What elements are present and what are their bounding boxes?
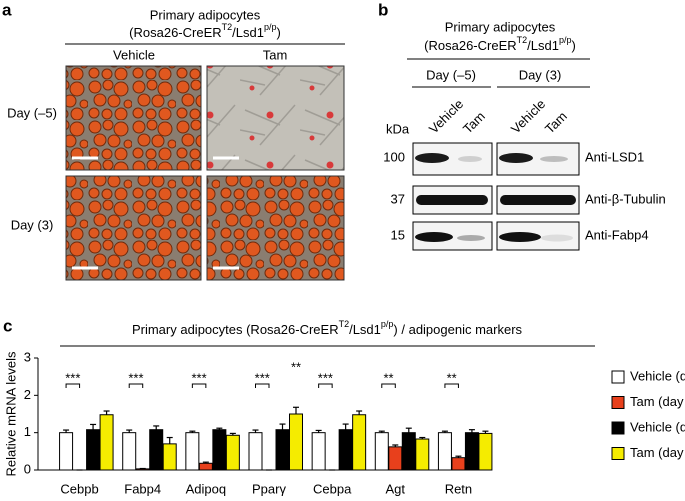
panel-label: c xyxy=(3,316,12,335)
bar xyxy=(352,414,367,471)
bar xyxy=(135,468,150,471)
bar xyxy=(198,462,213,471)
bar xyxy=(338,429,353,471)
marker-label: 15 xyxy=(391,227,405,242)
bar xyxy=(86,429,101,471)
significance-bracket xyxy=(65,383,81,388)
y-tick-label: 3 xyxy=(24,349,31,364)
x-tick-label: Cebpb xyxy=(60,481,98,496)
bar xyxy=(185,432,200,471)
legend-label: Vehicle (day –5) xyxy=(630,368,685,383)
bar xyxy=(59,432,74,471)
column-label: Vehicle xyxy=(113,47,155,62)
bar xyxy=(478,432,493,471)
marker-label: 100 xyxy=(383,149,405,164)
significance-label: *** xyxy=(65,370,80,385)
group-label: Day (3) xyxy=(519,67,562,82)
bar xyxy=(289,413,303,471)
bar xyxy=(212,429,227,471)
x-tick-label: Agt xyxy=(386,481,406,496)
marker-label: 37 xyxy=(391,191,405,206)
legend-swatch xyxy=(611,370,625,384)
row-label: Day (3) xyxy=(11,217,54,232)
legend-swatch xyxy=(611,447,625,460)
bar xyxy=(451,457,466,471)
micrograph xyxy=(65,175,202,281)
legend-label: Vehicle (day 3) xyxy=(630,419,685,434)
bar xyxy=(225,434,240,471)
significance-bracket xyxy=(444,383,459,388)
significance-bracket xyxy=(381,383,396,388)
micrograph xyxy=(206,65,345,171)
x-tick-label: Pparγ xyxy=(252,481,286,496)
row-label: Day (–5) xyxy=(7,105,57,120)
x-tick-label: Retn xyxy=(445,481,472,496)
chart-title: Primary adipocytes (Rosa26-CreERT2/Lsd1p… xyxy=(132,319,523,337)
bar xyxy=(275,429,290,471)
bar xyxy=(311,432,326,471)
bar xyxy=(437,432,452,471)
significance-bracket xyxy=(128,383,144,388)
antibody-label: Anti-β-Tubulin xyxy=(585,191,666,206)
significance-label: *** xyxy=(318,370,333,385)
y-tick-label: 2 xyxy=(24,387,31,402)
x-tick-label: Cebpa xyxy=(313,481,352,496)
legend-label: Tam (day –5) xyxy=(630,394,685,409)
significance-label: ** xyxy=(447,370,457,385)
bar xyxy=(162,443,177,471)
bar xyxy=(99,414,114,471)
significance-bracket xyxy=(191,383,207,388)
bar xyxy=(374,432,389,471)
panel-label: a xyxy=(2,0,12,19)
significance-label: *** xyxy=(255,370,270,385)
bar xyxy=(464,432,479,471)
scale-bars xyxy=(72,156,239,270)
bar xyxy=(122,432,137,471)
lane-label: Tam xyxy=(460,109,488,137)
x-tick-label: Fabp4 xyxy=(124,481,161,496)
panel-title: Primary adipocytes xyxy=(445,19,556,34)
lane-label: Vehicle xyxy=(426,96,466,136)
significance-bracket xyxy=(318,383,333,388)
y-axis-label: Relative mRNA levels xyxy=(3,351,18,476)
y-tick-label: 0 xyxy=(24,461,31,476)
bar xyxy=(415,438,430,471)
column-label: Tam xyxy=(263,47,288,62)
antibody-label: Anti-LSD1 xyxy=(585,149,644,164)
y-tick-label: 1 xyxy=(24,424,31,439)
bar xyxy=(248,432,263,471)
lane-label: Tam xyxy=(542,109,570,137)
legend-label: Tam (day 3) xyxy=(630,445,685,460)
bar xyxy=(149,429,164,471)
blot xyxy=(412,142,580,251)
panel-title: Primary adipocytes xyxy=(150,7,261,22)
micrograph xyxy=(206,175,345,281)
significance-label: *** xyxy=(128,370,143,385)
micrograph xyxy=(65,65,202,171)
legend-swatch xyxy=(611,421,625,435)
bar xyxy=(401,432,416,471)
x-tick-label: Adipoq xyxy=(186,481,226,496)
antibody-label: Anti-Fabp4 xyxy=(585,227,649,242)
panel-subtitle: (Rosa26-CreERT2/Lsd1p/p) xyxy=(129,22,281,40)
significance-label: ** xyxy=(383,370,393,385)
group-label: Day (–5) xyxy=(426,67,476,82)
significance-label: *** xyxy=(192,370,207,385)
legend-swatch xyxy=(611,396,625,409)
panel-subtitle: (Rosa26-CreERT2/Lsd1p/p) xyxy=(424,35,576,53)
panel-label: b xyxy=(378,0,388,19)
significance-bracket xyxy=(255,383,270,388)
unit-label: kDa xyxy=(386,121,410,136)
bar xyxy=(388,446,403,471)
significance-label: ** xyxy=(291,359,301,374)
lane-label: Vehicle xyxy=(508,96,548,136)
